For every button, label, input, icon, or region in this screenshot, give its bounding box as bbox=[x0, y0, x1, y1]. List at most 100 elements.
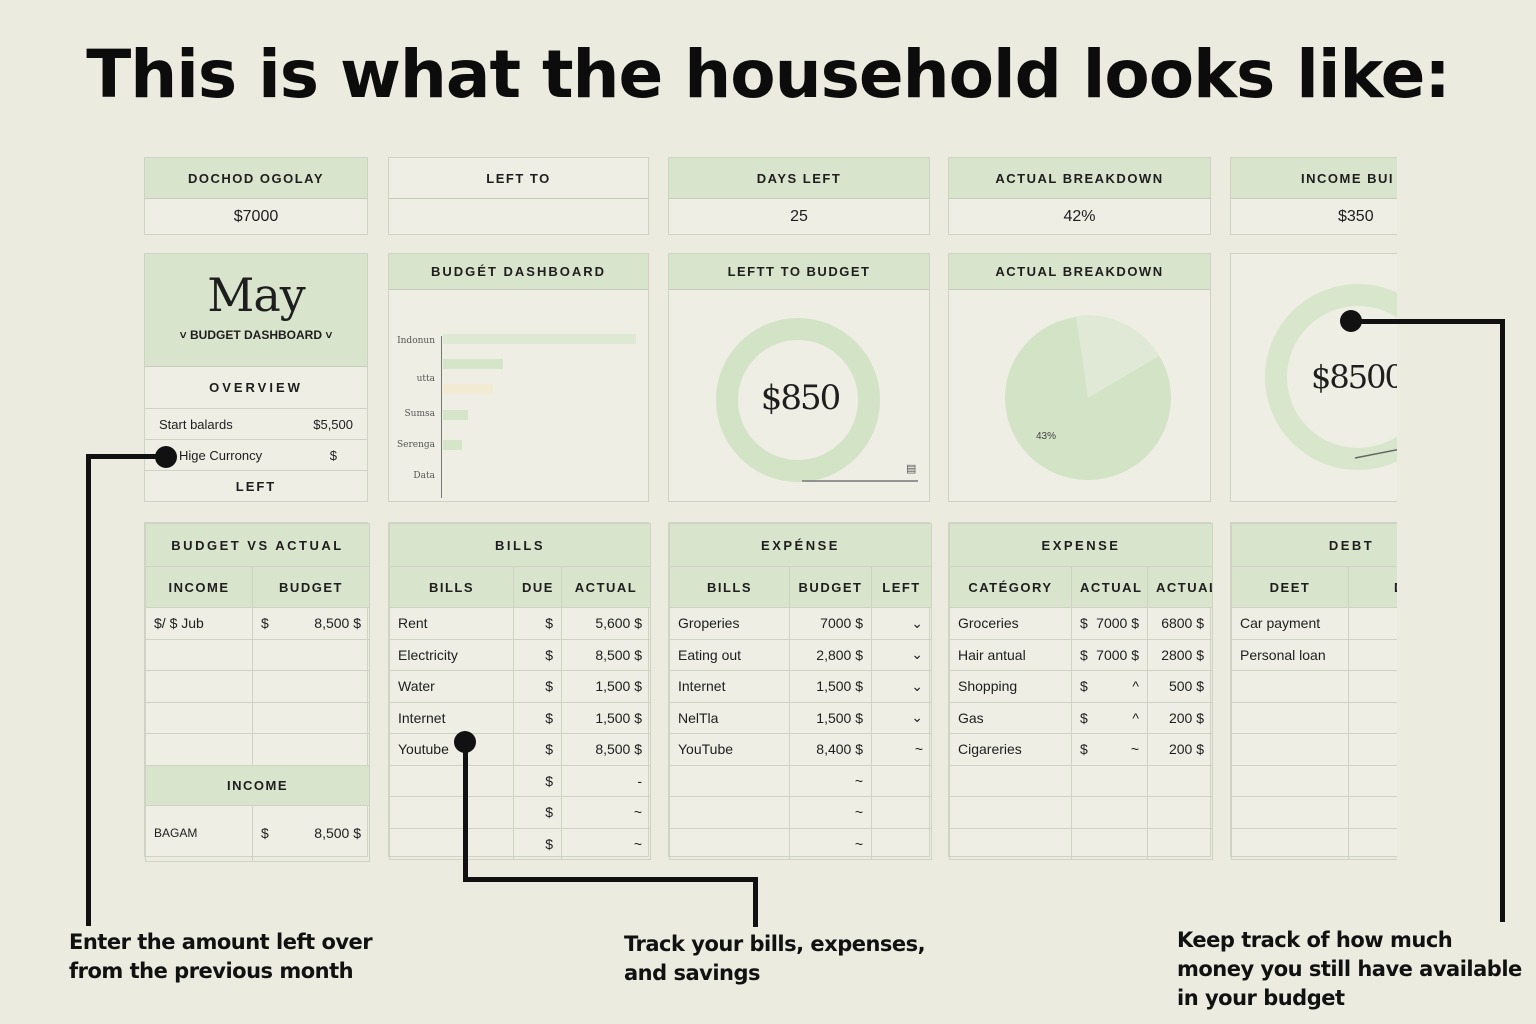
table-cell[interactable]: 1,500 $ bbox=[560, 701, 652, 734]
table-cell[interactable]: Rent bbox=[389, 607, 514, 640]
table-cell[interactable]: $8,500 $ bbox=[252, 804, 370, 862]
table-cell[interactable]: $ bbox=[513, 733, 562, 766]
table-cell[interactable] bbox=[1146, 764, 1214, 797]
table-row[interactable] bbox=[949, 827, 1214, 860]
table-row[interactable]: Water $1,500 $ bbox=[389, 670, 652, 703]
table-cell[interactable]: Electricity bbox=[389, 638, 514, 671]
table-cell[interactable] bbox=[870, 796, 933, 829]
table-row[interactable]: Personal loan$ bbox=[1231, 638, 1397, 671]
table-cell[interactable] bbox=[1347, 796, 1397, 829]
table-cell[interactable] bbox=[389, 796, 514, 829]
table-row[interactable]: Youtube $8,500 $ bbox=[389, 733, 652, 766]
table-cell[interactable] bbox=[1146, 796, 1214, 829]
table-cell[interactable] bbox=[145, 670, 253, 703]
table-row[interactable]: Car payment$ bbox=[1231, 607, 1397, 640]
table-row[interactable] bbox=[1231, 764, 1397, 797]
table-cell[interactable] bbox=[145, 733, 253, 766]
table-cell[interactable]: $ ^ bbox=[1071, 670, 1148, 703]
table-cell[interactable]: 1,500 $ bbox=[560, 670, 652, 703]
table-row[interactable]: Electricity $8,500 $ bbox=[389, 638, 652, 671]
table-row[interactable]: $/ $ Jub $8,500 $ bbox=[145, 607, 370, 640]
table-row[interactable]: Groceries $7000 $6800 $ bbox=[949, 607, 1214, 640]
table-cell[interactable]: 2800 $ bbox=[1146, 638, 1214, 671]
table-cell[interactable]: Car payment bbox=[1231, 607, 1349, 640]
table-row[interactable]: Gas $ ^ 200 $ bbox=[949, 701, 1214, 734]
table-row[interactable] bbox=[949, 764, 1214, 797]
table-cell[interactable]: $7000 $ bbox=[1071, 638, 1148, 671]
table-row[interactable]: Shopping $ ^ 500 $ bbox=[949, 670, 1214, 703]
table-row[interactable]: $ bbox=[1231, 701, 1397, 734]
table-row[interactable]: ~ bbox=[669, 796, 933, 829]
table-cell[interactable]: ~ bbox=[560, 796, 652, 829]
month-name[interactable]: May bbox=[207, 268, 306, 322]
table-row[interactable]: YouTube 8,400 $ ~ bbox=[669, 733, 933, 766]
table-cell[interactable]: 8,500 $ bbox=[560, 733, 652, 766]
table-cell[interactable]: 200 $ bbox=[1146, 701, 1214, 734]
table-cell[interactable]: Hair antual bbox=[949, 638, 1072, 671]
table-cell[interactable]: ~ bbox=[789, 764, 872, 797]
table-cell[interactable]: Personal loan bbox=[1231, 638, 1349, 671]
row-value[interactable]: $ bbox=[329, 447, 337, 463]
table-cell[interactable]: $ bbox=[1347, 607, 1397, 640]
stat-value[interactable] bbox=[389, 199, 648, 235]
table-cell[interactable] bbox=[1231, 796, 1349, 829]
table-cell[interactable]: $ bbox=[513, 670, 562, 703]
table-cell[interactable]: $ bbox=[513, 638, 562, 671]
row-value[interactable]: $5,500 bbox=[313, 416, 353, 432]
table-cell[interactable] bbox=[252, 701, 370, 734]
table-cell[interactable] bbox=[1146, 827, 1214, 860]
table-row[interactable]: NelTla 1,500 $ ⌄ bbox=[669, 701, 933, 734]
table-row[interactable]: Rent $5,600 $ bbox=[389, 607, 652, 640]
table-row[interactable]: BAGAM $8,500 $ bbox=[145, 804, 370, 862]
table-cell[interactable] bbox=[949, 827, 1072, 860]
table-cell[interactable]: 1,500 $ bbox=[789, 701, 872, 734]
table-row[interactable]: Hair antual $7000 $2800 $ bbox=[949, 638, 1214, 671]
table-cell[interactable]: Cigareries bbox=[949, 733, 1072, 766]
table-cell[interactable]: BAGAM bbox=[145, 804, 253, 862]
table-row[interactable]: $ bbox=[1231, 733, 1397, 766]
table-row[interactable] bbox=[145, 670, 370, 703]
table-cell[interactable]: ⌄ bbox=[870, 607, 933, 640]
table-cell[interactable] bbox=[1347, 827, 1397, 860]
table-cell[interactable]: $ bbox=[513, 764, 562, 797]
table-cell[interactable]: ~ bbox=[789, 796, 872, 829]
table-row[interactable] bbox=[145, 638, 370, 671]
table-cell[interactable]: $ bbox=[513, 607, 562, 640]
table-cell[interactable]: $ bbox=[1347, 670, 1397, 703]
table-cell[interactable] bbox=[949, 796, 1072, 829]
table-row[interactable]: ~ bbox=[669, 827, 933, 860]
table-cell[interactable] bbox=[1347, 764, 1397, 797]
table-cell[interactable] bbox=[252, 638, 370, 671]
table-cell[interactable]: 5,600 $ bbox=[560, 607, 652, 640]
table-cell[interactable]: Water bbox=[389, 670, 514, 703]
table-row[interactable]: Eating out 2,800 $ ⌄ bbox=[669, 638, 933, 671]
table-cell[interactable]: Gas bbox=[949, 701, 1072, 734]
table-cell[interactable]: $ ~ bbox=[1071, 733, 1148, 766]
table-cell[interactable]: Internet bbox=[389, 701, 514, 734]
stat-value[interactable]: $350 bbox=[1338, 208, 1374, 225]
chevron-down-icon[interactable]: ˅ bbox=[322, 328, 333, 342]
table-cell[interactable]: $7000 $ bbox=[1071, 607, 1148, 640]
table-cell[interactable] bbox=[1231, 701, 1349, 734]
table-cell[interactable]: Youtube bbox=[389, 733, 514, 766]
table-cell[interactable]: 8,400 $ bbox=[789, 733, 872, 766]
table-row[interactable] bbox=[1231, 796, 1397, 829]
table-cell[interactable] bbox=[1071, 827, 1148, 860]
table-cell[interactable]: 8,500 $ bbox=[560, 638, 652, 671]
table-cell[interactable]: 2,800 $ bbox=[789, 638, 872, 671]
table-cell[interactable]: $8,500 $ bbox=[252, 607, 370, 640]
table-row[interactable]: Groperies 7000 $ ⌄ bbox=[669, 607, 933, 640]
table-cell[interactable]: 200 $ bbox=[1146, 733, 1214, 766]
table-cell[interactable] bbox=[1231, 764, 1349, 797]
table-cell[interactable] bbox=[252, 733, 370, 766]
table-cell[interactable]: ~ bbox=[789, 827, 872, 860]
table-cell[interactable]: $ bbox=[1347, 701, 1397, 734]
table-cell[interactable] bbox=[1231, 733, 1349, 766]
table-cell[interactable]: ⌄ bbox=[870, 670, 933, 703]
table-row[interactable]: Internet $1,500 $ bbox=[389, 701, 652, 734]
table-cell[interactable] bbox=[145, 638, 253, 671]
table-cell[interactable]: Shopping bbox=[949, 670, 1072, 703]
table-row[interactable] bbox=[145, 701, 370, 734]
table-cell[interactable]: Groceries bbox=[949, 607, 1072, 640]
table-cell[interactable] bbox=[669, 764, 790, 797]
